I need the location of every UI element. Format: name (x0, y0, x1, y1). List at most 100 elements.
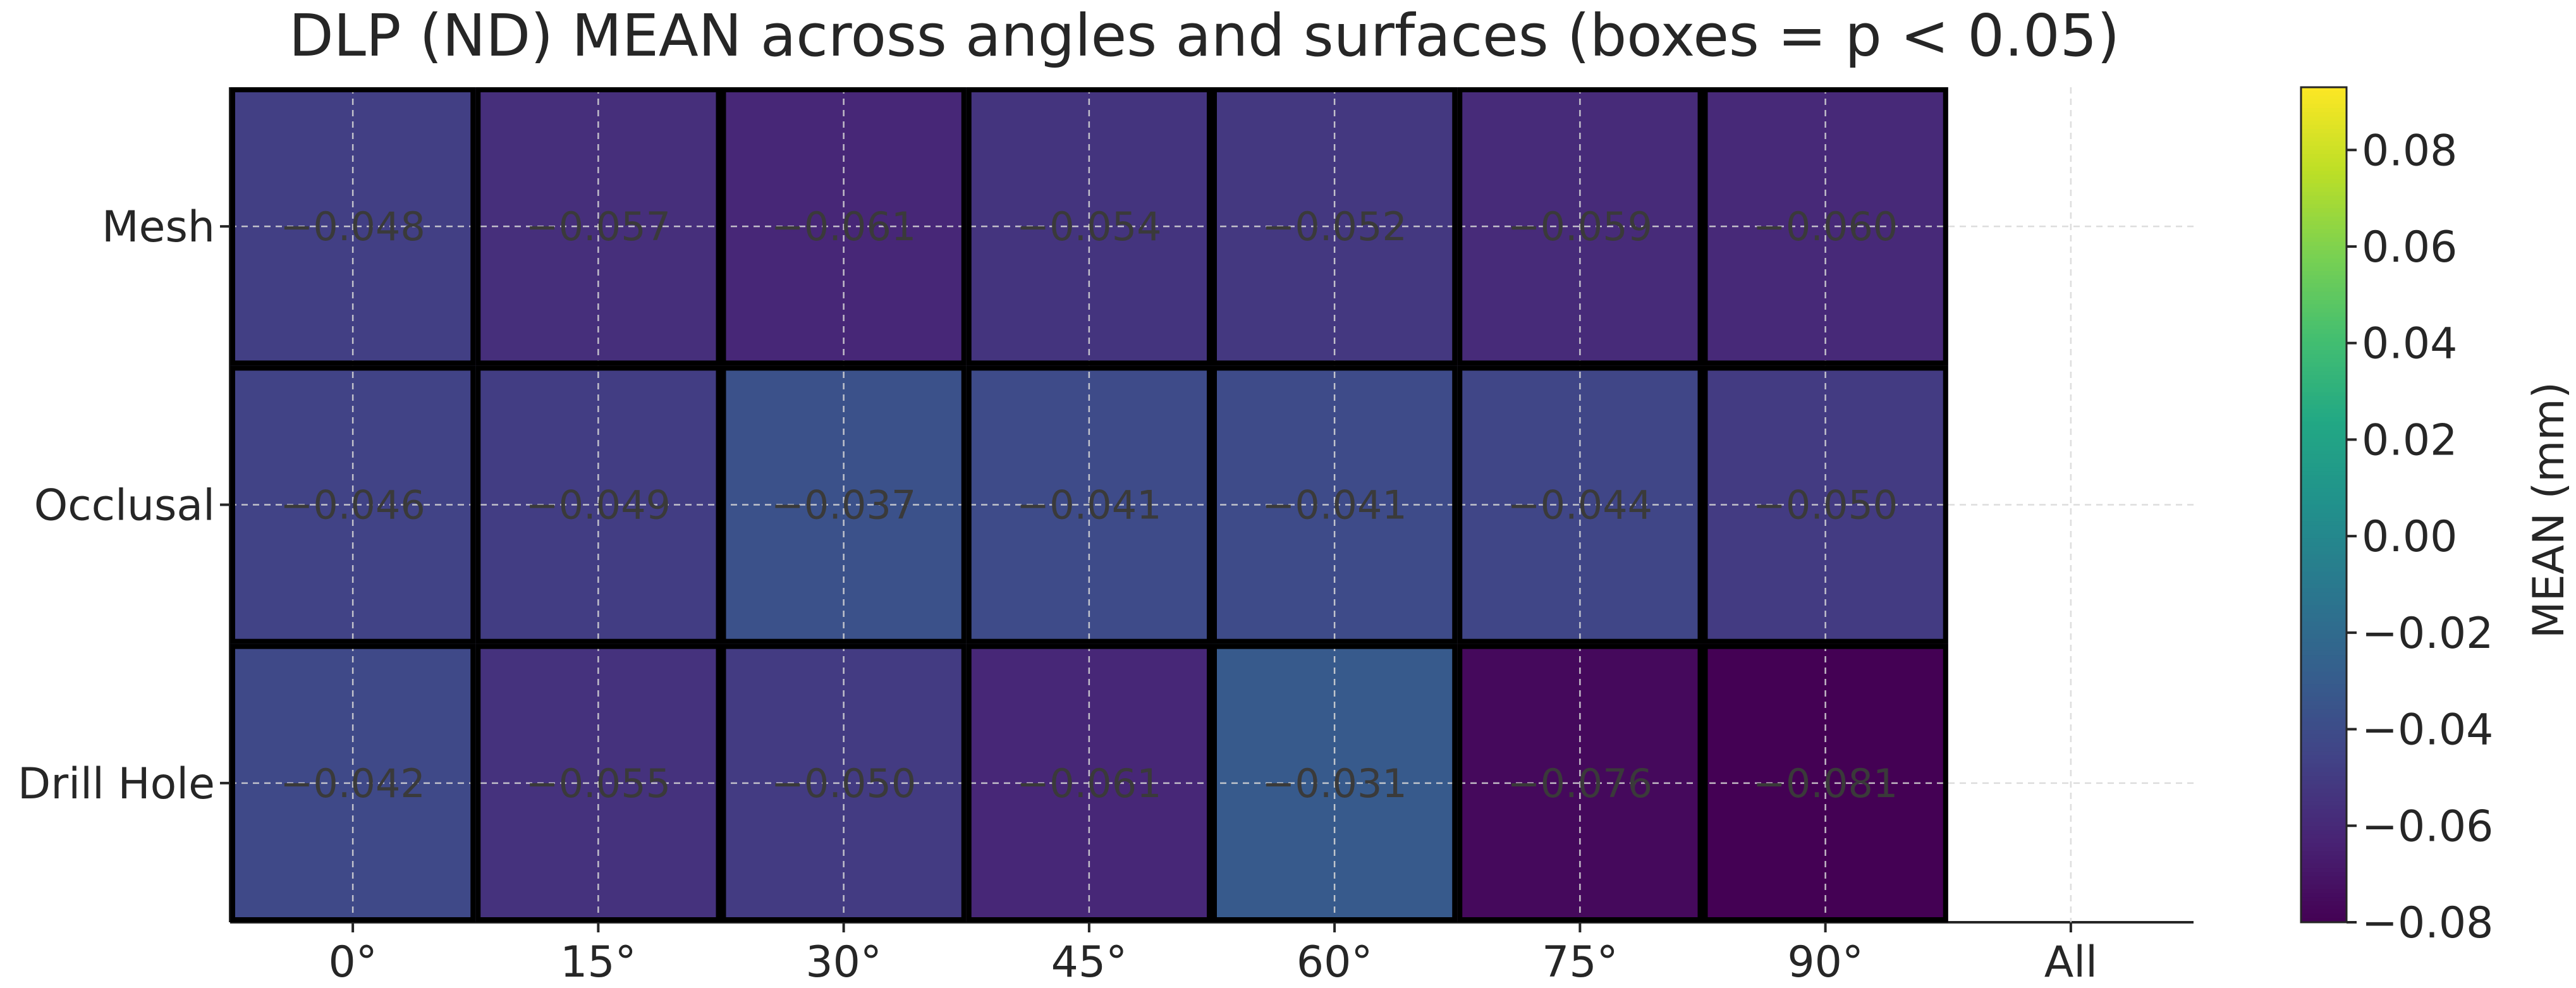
significance-box (966, 643, 1212, 923)
colorbar-segment (2301, 726, 2347, 731)
colorbar-segment (2301, 404, 2347, 410)
colorbar-segment (2301, 796, 2347, 802)
significance-box (721, 87, 967, 366)
colorbar-segment (2301, 905, 2347, 910)
colorbar-segment (2301, 375, 2347, 380)
colorbar-segment (2301, 838, 2347, 844)
colorbar-segment (2301, 580, 2347, 585)
colorbar-segment (2301, 216, 2347, 221)
cell-value-label: −0.061 (771, 204, 916, 250)
colorbar-segment (2301, 901, 2347, 906)
colorbar-segment (2301, 521, 2347, 527)
colorbar-tick-label: −0.06 (2362, 802, 2493, 851)
colorbar-tick-label: 0.02 (2362, 415, 2457, 465)
colorbar-segment (2301, 668, 2347, 673)
x-tick-label: 60° (1297, 937, 1373, 985)
colorbar-segment (2301, 605, 2347, 610)
colorbar-segment (2301, 166, 2347, 171)
colorbar-segment (2301, 583, 2347, 589)
significance-box (1702, 643, 1948, 923)
colorbar-segment (2301, 174, 2347, 180)
colorbar-segment (2301, 262, 2347, 267)
colorbar-tick-label: 0.08 (2362, 126, 2457, 176)
colorbar-segment (2301, 609, 2347, 614)
colorbar-segment (2301, 129, 2347, 134)
colorbar-tick-label: −0.08 (2362, 898, 2493, 948)
colorbar-segment (2301, 855, 2347, 860)
colorbar-segment (2301, 784, 2347, 790)
colorbar-segment (2301, 492, 2347, 497)
colorbar-segment (2301, 647, 2347, 652)
colorbar-segment (2301, 680, 2347, 685)
x-tick-label: 15° (560, 937, 637, 985)
colorbar-frame (2300, 86, 2348, 924)
cell-value-label: −0.054 (1016, 204, 1161, 250)
colorbar-segment (2301, 592, 2347, 597)
colorbar-segment (2301, 638, 2347, 643)
colorbar-segment (2301, 730, 2347, 735)
significance-box (475, 87, 721, 366)
colorbar-segment (2301, 630, 2347, 635)
colorbar-tick-label: −0.04 (2362, 705, 2493, 755)
colorbar-segment (2301, 634, 2347, 639)
colorbar-segment (2301, 145, 2347, 150)
colorbar-segment (2301, 288, 2347, 293)
colorbar-label: MEAN (mm) (2524, 382, 2574, 638)
x-tick-label: 75° (1542, 937, 1618, 985)
significance-box (1457, 87, 1703, 366)
colorbar-segment (2301, 559, 2347, 564)
colorbar-segment (2301, 467, 2347, 472)
colorbar-segment (2301, 525, 2347, 530)
colorbar-segment (2301, 897, 2347, 902)
colorbar-segment (2301, 317, 2347, 322)
colorbar-segment (2301, 814, 2347, 819)
colorbar-segment (2301, 112, 2347, 117)
significance-box (721, 365, 967, 644)
x-tick-label: 90° (1787, 937, 1864, 985)
colorbar-segment (2301, 417, 2347, 422)
colorbar-segment (2301, 659, 2347, 664)
colorbar-segment (2301, 367, 2347, 372)
plot-area: −0.048 −0.057 −0.061 −0.054 −0.052 −0.059 −0.0… (18, 86, 2493, 987)
colorbar-segment (2301, 479, 2347, 485)
colorbar-segment (2301, 471, 2347, 476)
colorbar-segment (2301, 546, 2347, 551)
significance-box (1702, 365, 1948, 644)
colorbar-segment (2301, 141, 2347, 147)
colorbar-segment (2301, 245, 2347, 251)
significance-box (230, 365, 476, 644)
colorbar-segment (2301, 575, 2347, 580)
significance-box (475, 365, 721, 644)
colorbar-segment (2301, 567, 2347, 572)
x-tick-label: 45° (1051, 937, 1128, 985)
colorbar-segment (2301, 192, 2347, 197)
cell-value-label: −0.061 (1016, 760, 1161, 807)
colorbar-segment (2301, 626, 2347, 631)
colorbar-segment (2301, 442, 2347, 447)
colorbar-segment (2301, 171, 2347, 176)
colorbar-segment (2301, 847, 2347, 852)
colorbar-segment (2301, 341, 2347, 347)
colorbar-segment (2301, 150, 2347, 155)
colorbar-segment (2301, 241, 2347, 247)
colorbar-segment (2301, 513, 2347, 518)
cell-value-label: −0.041 (1016, 482, 1161, 528)
colorbar-segment (2301, 250, 2347, 255)
colorbar-segment (2301, 764, 2347, 769)
colorbar-segment (2301, 496, 2347, 501)
significance-box (1457, 643, 1703, 923)
colorbar-segment (2301, 195, 2347, 200)
colorbar-segment (2301, 208, 2347, 213)
colorbar-segment (2301, 308, 2347, 314)
colorbar-segment (2301, 162, 2347, 168)
cell-value-label: −0.050 (771, 760, 916, 807)
colorbar-segment (2301, 751, 2347, 756)
colorbar-segment (2301, 738, 2347, 743)
cell-value-label: −0.052 (1262, 204, 1407, 250)
colorbar-segment (2301, 304, 2347, 309)
colorbar-segment (2301, 95, 2347, 101)
colorbar-segment (2301, 918, 2347, 923)
colorbar-segment (2301, 179, 2347, 184)
